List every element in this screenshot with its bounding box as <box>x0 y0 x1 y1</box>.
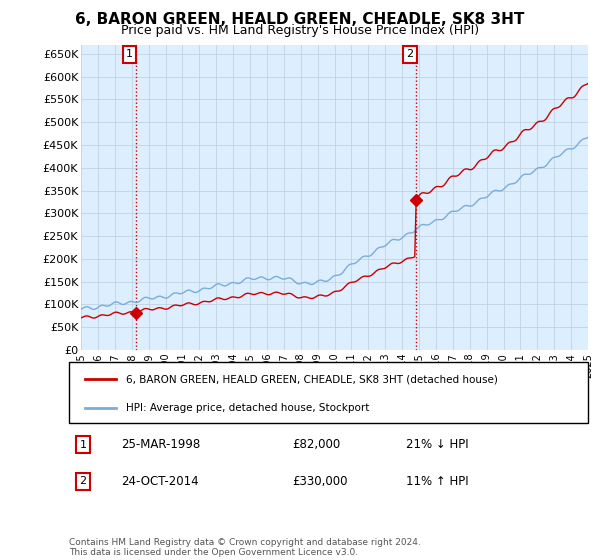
Text: 11% ↑ HPI: 11% ↑ HPI <box>406 475 469 488</box>
Text: 6, BARON GREEN, HEALD GREEN, CHEADLE, SK8 3HT: 6, BARON GREEN, HEALD GREEN, CHEADLE, SK… <box>76 12 524 27</box>
Text: £82,000: £82,000 <box>292 438 340 451</box>
Text: Price paid vs. HM Land Registry's House Price Index (HPI): Price paid vs. HM Land Registry's House … <box>121 24 479 37</box>
Text: 21% ↓ HPI: 21% ↓ HPI <box>406 438 469 451</box>
Text: 6, BARON GREEN, HEALD GREEN, CHEADLE, SK8 3HT (detached house): 6, BARON GREEN, HEALD GREEN, CHEADLE, SK… <box>126 374 498 384</box>
Text: 25-MAR-1998: 25-MAR-1998 <box>121 438 200 451</box>
Text: 1: 1 <box>126 49 133 59</box>
Text: HPI: Average price, detached house, Stockport: HPI: Average price, detached house, Stoc… <box>126 403 370 413</box>
Text: 24-OCT-2014: 24-OCT-2014 <box>121 475 199 488</box>
Text: 2: 2 <box>406 49 413 59</box>
Text: 1: 1 <box>79 440 86 450</box>
Text: £330,000: £330,000 <box>292 475 347 488</box>
Text: 2: 2 <box>79 476 86 486</box>
Text: Contains HM Land Registry data © Crown copyright and database right 2024.
This d: Contains HM Land Registry data © Crown c… <box>69 538 421 557</box>
